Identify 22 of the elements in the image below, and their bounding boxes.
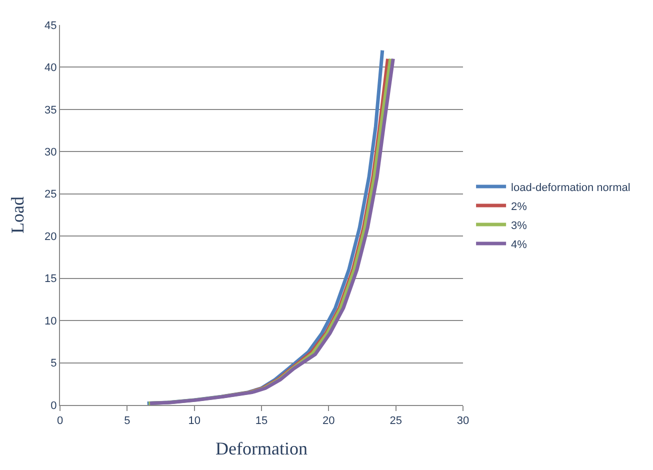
y-tick-label: 20 [44,230,57,243]
y-tick-label: 0 [50,400,57,412]
legend-label: 3% [511,220,528,232]
y-tick-label: 15 [44,273,57,286]
legend-label: load-deformation normal [511,182,630,194]
x-tick-label: 15 [255,415,268,428]
y-tick-label: 5 [50,358,57,370]
x-tick-label: 10 [188,415,200,428]
x-tick-label: 25 [390,415,402,428]
x-tick-label: 30 [456,415,470,428]
y-tick-label: 40 [44,62,57,74]
y-axis-title: Load [8,196,28,234]
x-tick-label: 20 [322,415,335,428]
y-tick-label: 25 [44,188,57,201]
y-tick-label: 10 [44,315,57,328]
x-axis-title: Deformation [216,438,308,458]
legend-label: 4% [511,238,528,251]
x-tick-label: 5 [124,415,130,428]
legend-label: 2% [511,200,528,213]
y-tick-label: 45 [44,20,57,32]
y-tick-label: 35 [44,104,57,116]
y-tick-label: 30 [44,146,57,159]
